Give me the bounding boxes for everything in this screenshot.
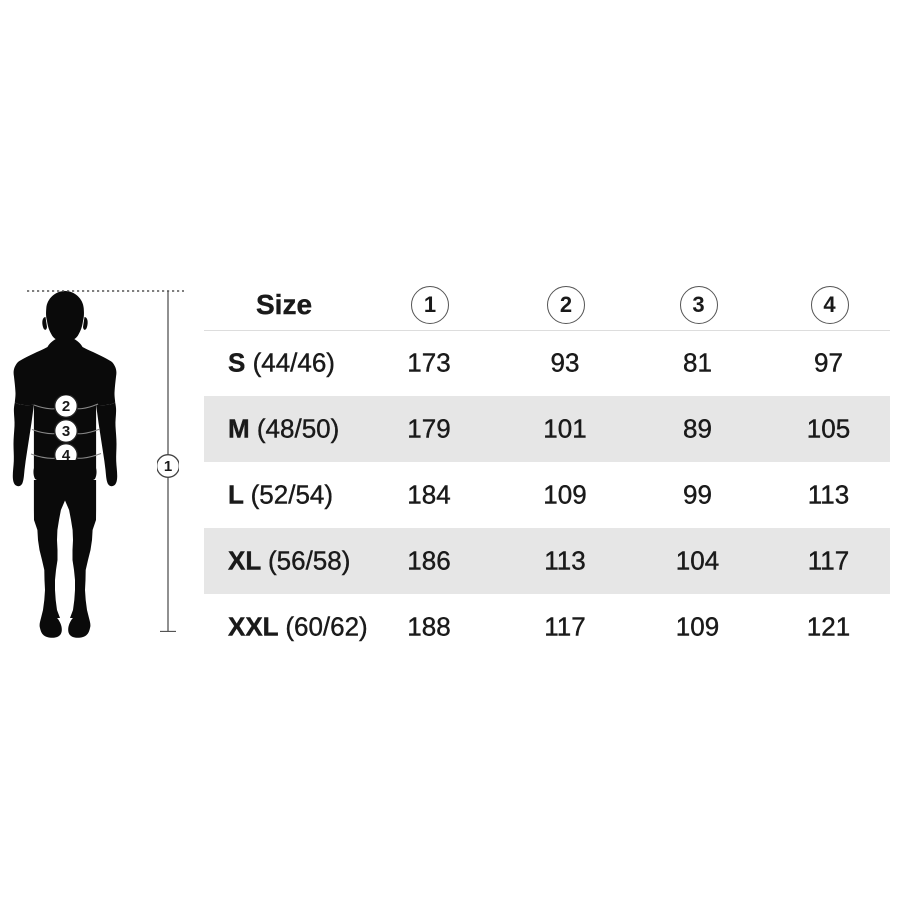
svg-text:1: 1 xyxy=(164,458,172,475)
svg-text:2: 2 xyxy=(62,398,70,415)
svg-text:4: 4 xyxy=(62,447,71,460)
svg-text:3: 3 xyxy=(62,423,70,440)
